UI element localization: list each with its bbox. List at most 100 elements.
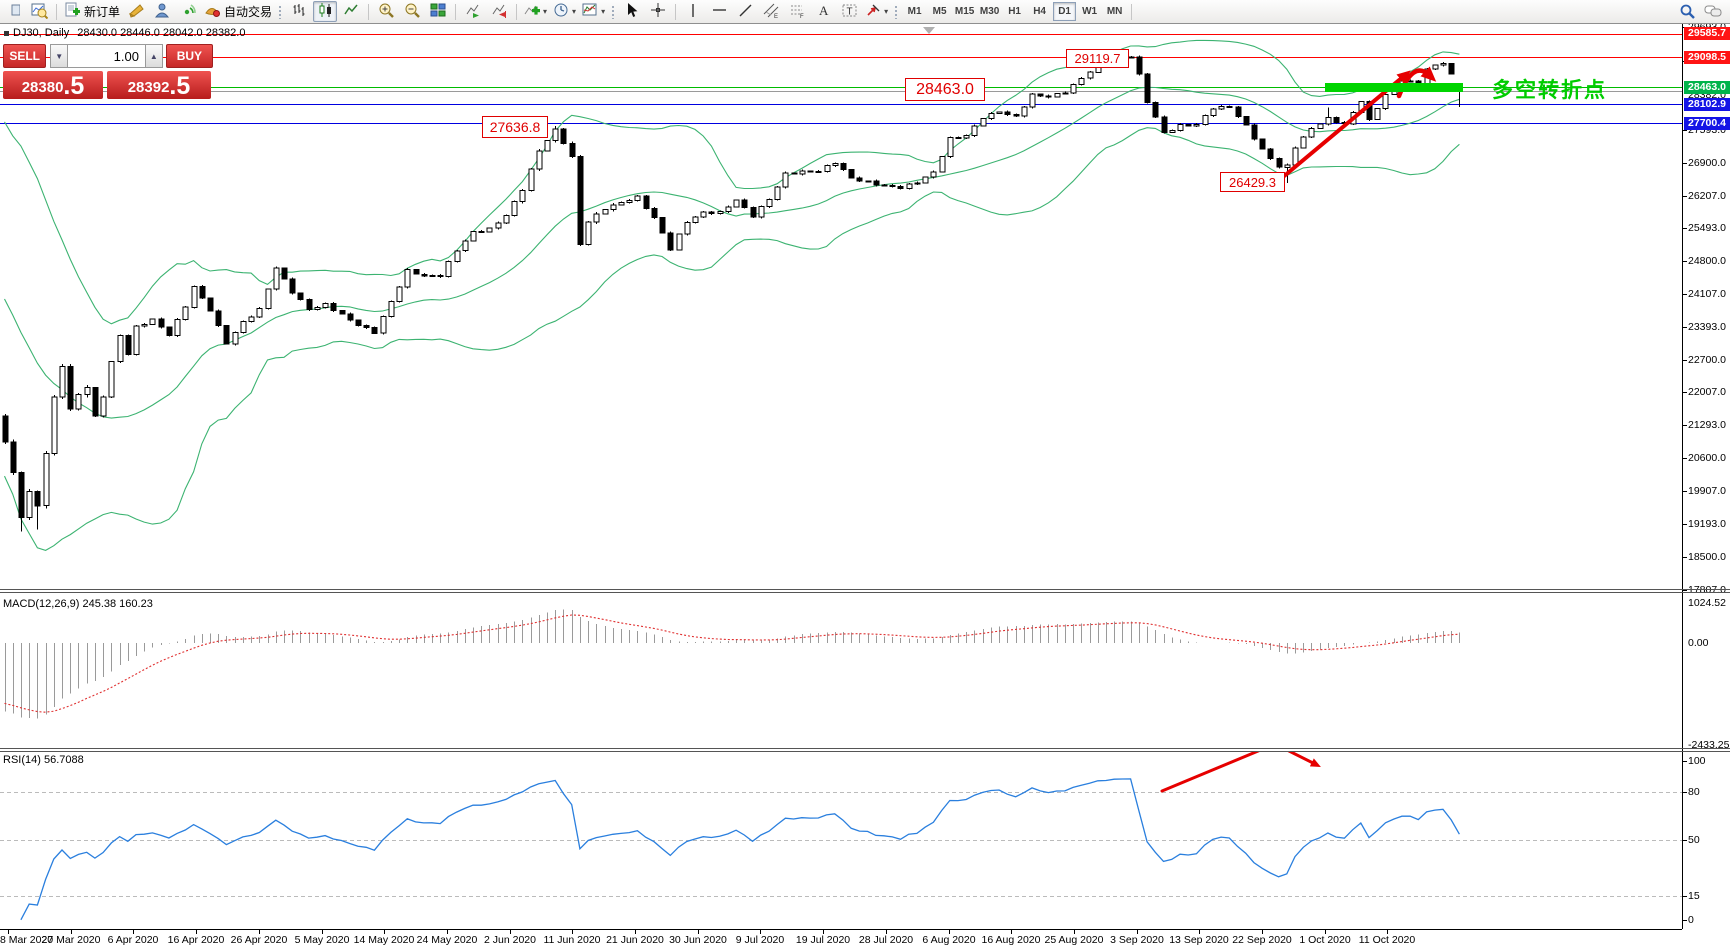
volume-decrease-button[interactable]: ▼ bbox=[50, 44, 69, 68]
toolbar-grip[interactable] bbox=[611, 4, 617, 19]
panel-separator[interactable] bbox=[0, 589, 1730, 590]
chart-legend: DJ30, Daily 28430.0 28446.0 28042.0 2838… bbox=[4, 27, 245, 39]
time-label: 9 Jul 2020 bbox=[735, 934, 785, 946]
timeframe-button-m5[interactable]: M5 bbox=[932, 6, 947, 17]
timeframe-button-m30[interactable]: M30 bbox=[979, 6, 1000, 17]
sell-button[interactable]: SELL bbox=[3, 44, 47, 68]
axis-tick-mark bbox=[1683, 840, 1687, 841]
chart-shift-button[interactable] bbox=[487, 1, 511, 22]
time-tick-mark bbox=[133, 930, 134, 934]
arrows-button[interactable]: ▾ bbox=[863, 1, 890, 22]
main-price-chart[interactable] bbox=[0, 23, 1682, 589]
equidistant-channel-button[interactable]: E bbox=[759, 1, 783, 22]
rsi-axis-label: 50 bbox=[1688, 834, 1700, 846]
auto-scroll-button[interactable] bbox=[461, 1, 485, 22]
autotrading-hat-icon bbox=[204, 2, 221, 22]
horizontal-line-button[interactable] bbox=[707, 1, 731, 22]
time-label: 8 Mar 2020 bbox=[0, 934, 54, 946]
toolbar-grip[interactable] bbox=[278, 4, 284, 19]
price-level-label[interactable]: 27636.8 bbox=[482, 116, 548, 138]
timeframe-button-m15[interactable]: M15 bbox=[954, 6, 975, 17]
timeframe-button-mn[interactable]: MN bbox=[1106, 6, 1123, 17]
price-level-label[interactable]: 29119.7 bbox=[1066, 49, 1129, 68]
bollinger-bands bbox=[3, 39, 1460, 551]
rsi-trend-arrow[interactable] bbox=[1160, 752, 1321, 793]
periods-button[interactable]: ▾ bbox=[551, 1, 578, 22]
chart-shift-marker[interactable] bbox=[923, 27, 935, 34]
signals-button[interactable] bbox=[176, 1, 200, 22]
buy-button[interactable]: BUY bbox=[165, 44, 213, 68]
tile-windows-icon bbox=[430, 2, 447, 22]
ask-price-box[interactable]: 28392 .5 bbox=[107, 71, 211, 99]
price-tag: 27700.4 bbox=[1684, 116, 1730, 130]
timeframe-button-m1[interactable]: M1 bbox=[907, 6, 922, 17]
time-axis[interactable]: 8 Mar 2020 27 Mar 2020 6 Apr 2020 16 Apr 20… bbox=[0, 929, 1682, 952]
templates-button[interactable]: ▾ bbox=[580, 1, 607, 22]
timeframe-button-h4[interactable]: H4 bbox=[1033, 6, 1046, 17]
chart-symbol-period: DJ30, Daily bbox=[13, 27, 70, 39]
toolbar-separator bbox=[56, 3, 57, 20]
price-tick-label: 21293.0 bbox=[1688, 419, 1726, 431]
yellow-funnel-icon bbox=[128, 2, 145, 22]
bar-chart-button[interactable] bbox=[287, 1, 311, 22]
price-tick-label: 24800.0 bbox=[1688, 255, 1726, 267]
axis-tick-mark bbox=[1683, 524, 1687, 525]
axis-tick-mark bbox=[1683, 261, 1687, 262]
macd-values: 245.38 160.23 bbox=[82, 598, 153, 610]
timeframe-button-d1[interactable]: D1 bbox=[1053, 2, 1077, 21]
text-label-button[interactable]: T bbox=[837, 1, 861, 22]
candlestick-chart-button[interactable] bbox=[313, 1, 338, 22]
price-tick-label: 26900.0 bbox=[1688, 157, 1726, 169]
crosshair-button[interactable] bbox=[646, 1, 670, 22]
toolbar-separator bbox=[516, 3, 518, 20]
main-toolbar: 新订单 自动交易 ▾ ▾ bbox=[0, 0, 1730, 24]
volume-increase-button[interactable]: ▲ bbox=[144, 44, 163, 68]
ask-price-frac: .5 bbox=[169, 72, 191, 100]
trendline-button[interactable] bbox=[733, 1, 757, 22]
svg-text:E: E bbox=[774, 14, 778, 19]
svg-text:F: F bbox=[800, 14, 804, 19]
chat-button[interactable] bbox=[1701, 2, 1725, 23]
price-level-label[interactable]: 26429.3 bbox=[1220, 172, 1285, 192]
time-label: 1 Oct 2020 bbox=[1299, 934, 1351, 946]
cursor-button[interactable] bbox=[620, 1, 644, 22]
profile-charts-button[interactable] bbox=[27, 1, 51, 22]
price-level-label[interactable]: 28463.0 bbox=[905, 78, 985, 101]
tile-windows-button[interactable] bbox=[426, 1, 450, 22]
arrow-shape-icon bbox=[865, 2, 882, 22]
window-button-clipped[interactable] bbox=[1, 1, 25, 22]
metaeditor-button[interactable] bbox=[124, 1, 148, 22]
macd-histogram bbox=[4, 609, 1461, 719]
vertical-line-button[interactable] bbox=[681, 1, 705, 22]
rsi-panel-chart[interactable] bbox=[0, 752, 1682, 928]
horizontal-level-lines[interactable] bbox=[0, 34, 1682, 124]
turning-point-annotation[interactable]: 多空转折点 bbox=[1492, 79, 1607, 102]
fibonacci-button[interactable]: F bbox=[785, 1, 809, 22]
volume-input[interactable]: 1.00 bbox=[68, 44, 145, 68]
zoom-out-button[interactable] bbox=[400, 1, 424, 22]
auto-scroll-icon bbox=[465, 2, 482, 22]
search-button[interactable] bbox=[1675, 2, 1699, 23]
green-resistance-bar[interactable] bbox=[1325, 83, 1463, 92]
ask-price-int: 28392 bbox=[127, 79, 170, 96]
panel-separator[interactable] bbox=[0, 748, 1730, 749]
bid-price-box[interactable]: 28380 .5 bbox=[3, 71, 103, 99]
rsi-axis-label: 0 bbox=[1688, 914, 1694, 926]
rsi-label: RSI(14) 56.7088 bbox=[3, 754, 84, 766]
time-label: 6 Apr 2020 bbox=[107, 934, 159, 946]
timeframe-button-w1[interactable]: W1 bbox=[1082, 6, 1098, 17]
autotrading-button[interactable]: 自动交易 bbox=[202, 1, 274, 22]
time-tick-mark bbox=[886, 930, 887, 934]
indicators-button[interactable]: ▾ bbox=[522, 1, 549, 22]
new-order-button[interactable]: 新订单 bbox=[62, 1, 122, 22]
zoom-in-button[interactable] bbox=[374, 1, 398, 22]
toolbar-grip[interactable] bbox=[894, 4, 900, 19]
rsi-axis-label: 100 bbox=[1688, 755, 1706, 767]
price-tick-label: 17807.0 bbox=[1688, 584, 1726, 596]
line-chart-button[interactable] bbox=[339, 1, 363, 22]
navigator-button[interactable] bbox=[150, 1, 174, 22]
macd-panel-chart[interactable] bbox=[0, 597, 1682, 747]
price-axis[interactable]: 29693.029000.027593.026900.026207.025493… bbox=[1682, 21, 1730, 929]
text-button[interactable]: A bbox=[811, 1, 835, 22]
timeframe-button-h1[interactable]: H1 bbox=[1008, 6, 1021, 17]
